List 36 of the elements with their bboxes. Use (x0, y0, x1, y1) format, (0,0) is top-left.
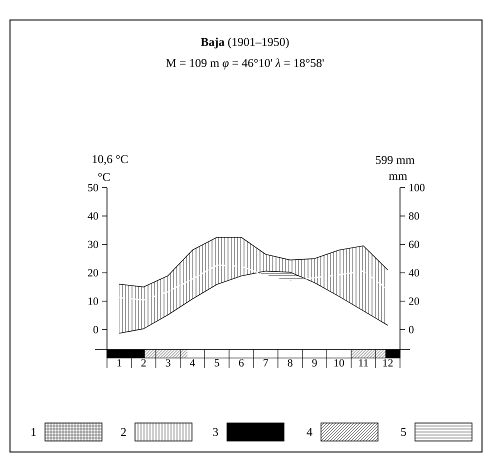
chart-title: Baja (1901–1950) (200, 38, 289, 48)
x-tick-label: 2 (141, 359, 146, 366)
y-tick-label: 10 (88, 298, 98, 305)
text: 599 mm (376, 156, 415, 164)
y2-axis-title: mm (388, 174, 408, 180)
text: 4 (306, 428, 312, 436)
x-tick-label: 3 (166, 359, 170, 367)
y2-tick-label: 100 (409, 184, 425, 192)
x-tick-label: 5 (214, 359, 220, 366)
x-tick-label: 7 (264, 359, 268, 366)
line-series (118, 264, 388, 301)
x-tick-label: 10 (334, 359, 344, 367)
text: 5 (401, 428, 406, 436)
x-tick-label: 6 (239, 359, 244, 367)
y2-tick-label: 40 (408, 269, 420, 276)
y2-tick-label: 80 (408, 212, 420, 220)
y-tick-label: 20 (88, 269, 98, 276)
x-tick-label: 9 (312, 359, 317, 367)
chart-subtitle: M = 109 m φ = 46°10' λ = 18°58' (166, 58, 324, 70)
y-tick-label: 0 (93, 326, 98, 334)
x-tick-label: 11 (359, 359, 368, 366)
x-tick-label: 4 (190, 359, 196, 366)
x-tick-label: 12 (383, 359, 393, 366)
text: 3 (213, 428, 218, 436)
y2-tick-label: 0 (408, 326, 414, 334)
y-tick-label: 40 (88, 212, 98, 220)
y-tick-label: 30 (88, 240, 98, 248)
x-tick-label: 1 (117, 359, 122, 366)
y-tick-label: 50 (88, 184, 98, 192)
y2-tick-label: 20 (409, 298, 420, 305)
text: 10,6 °C (92, 155, 128, 165)
x-tick-label: 8 (288, 359, 292, 367)
text: 1 (32, 428, 36, 436)
y2-tick-label: 60 (408, 240, 420, 248)
text: 2 (121, 428, 126, 436)
y-axis-title: °C (98, 172, 110, 182)
